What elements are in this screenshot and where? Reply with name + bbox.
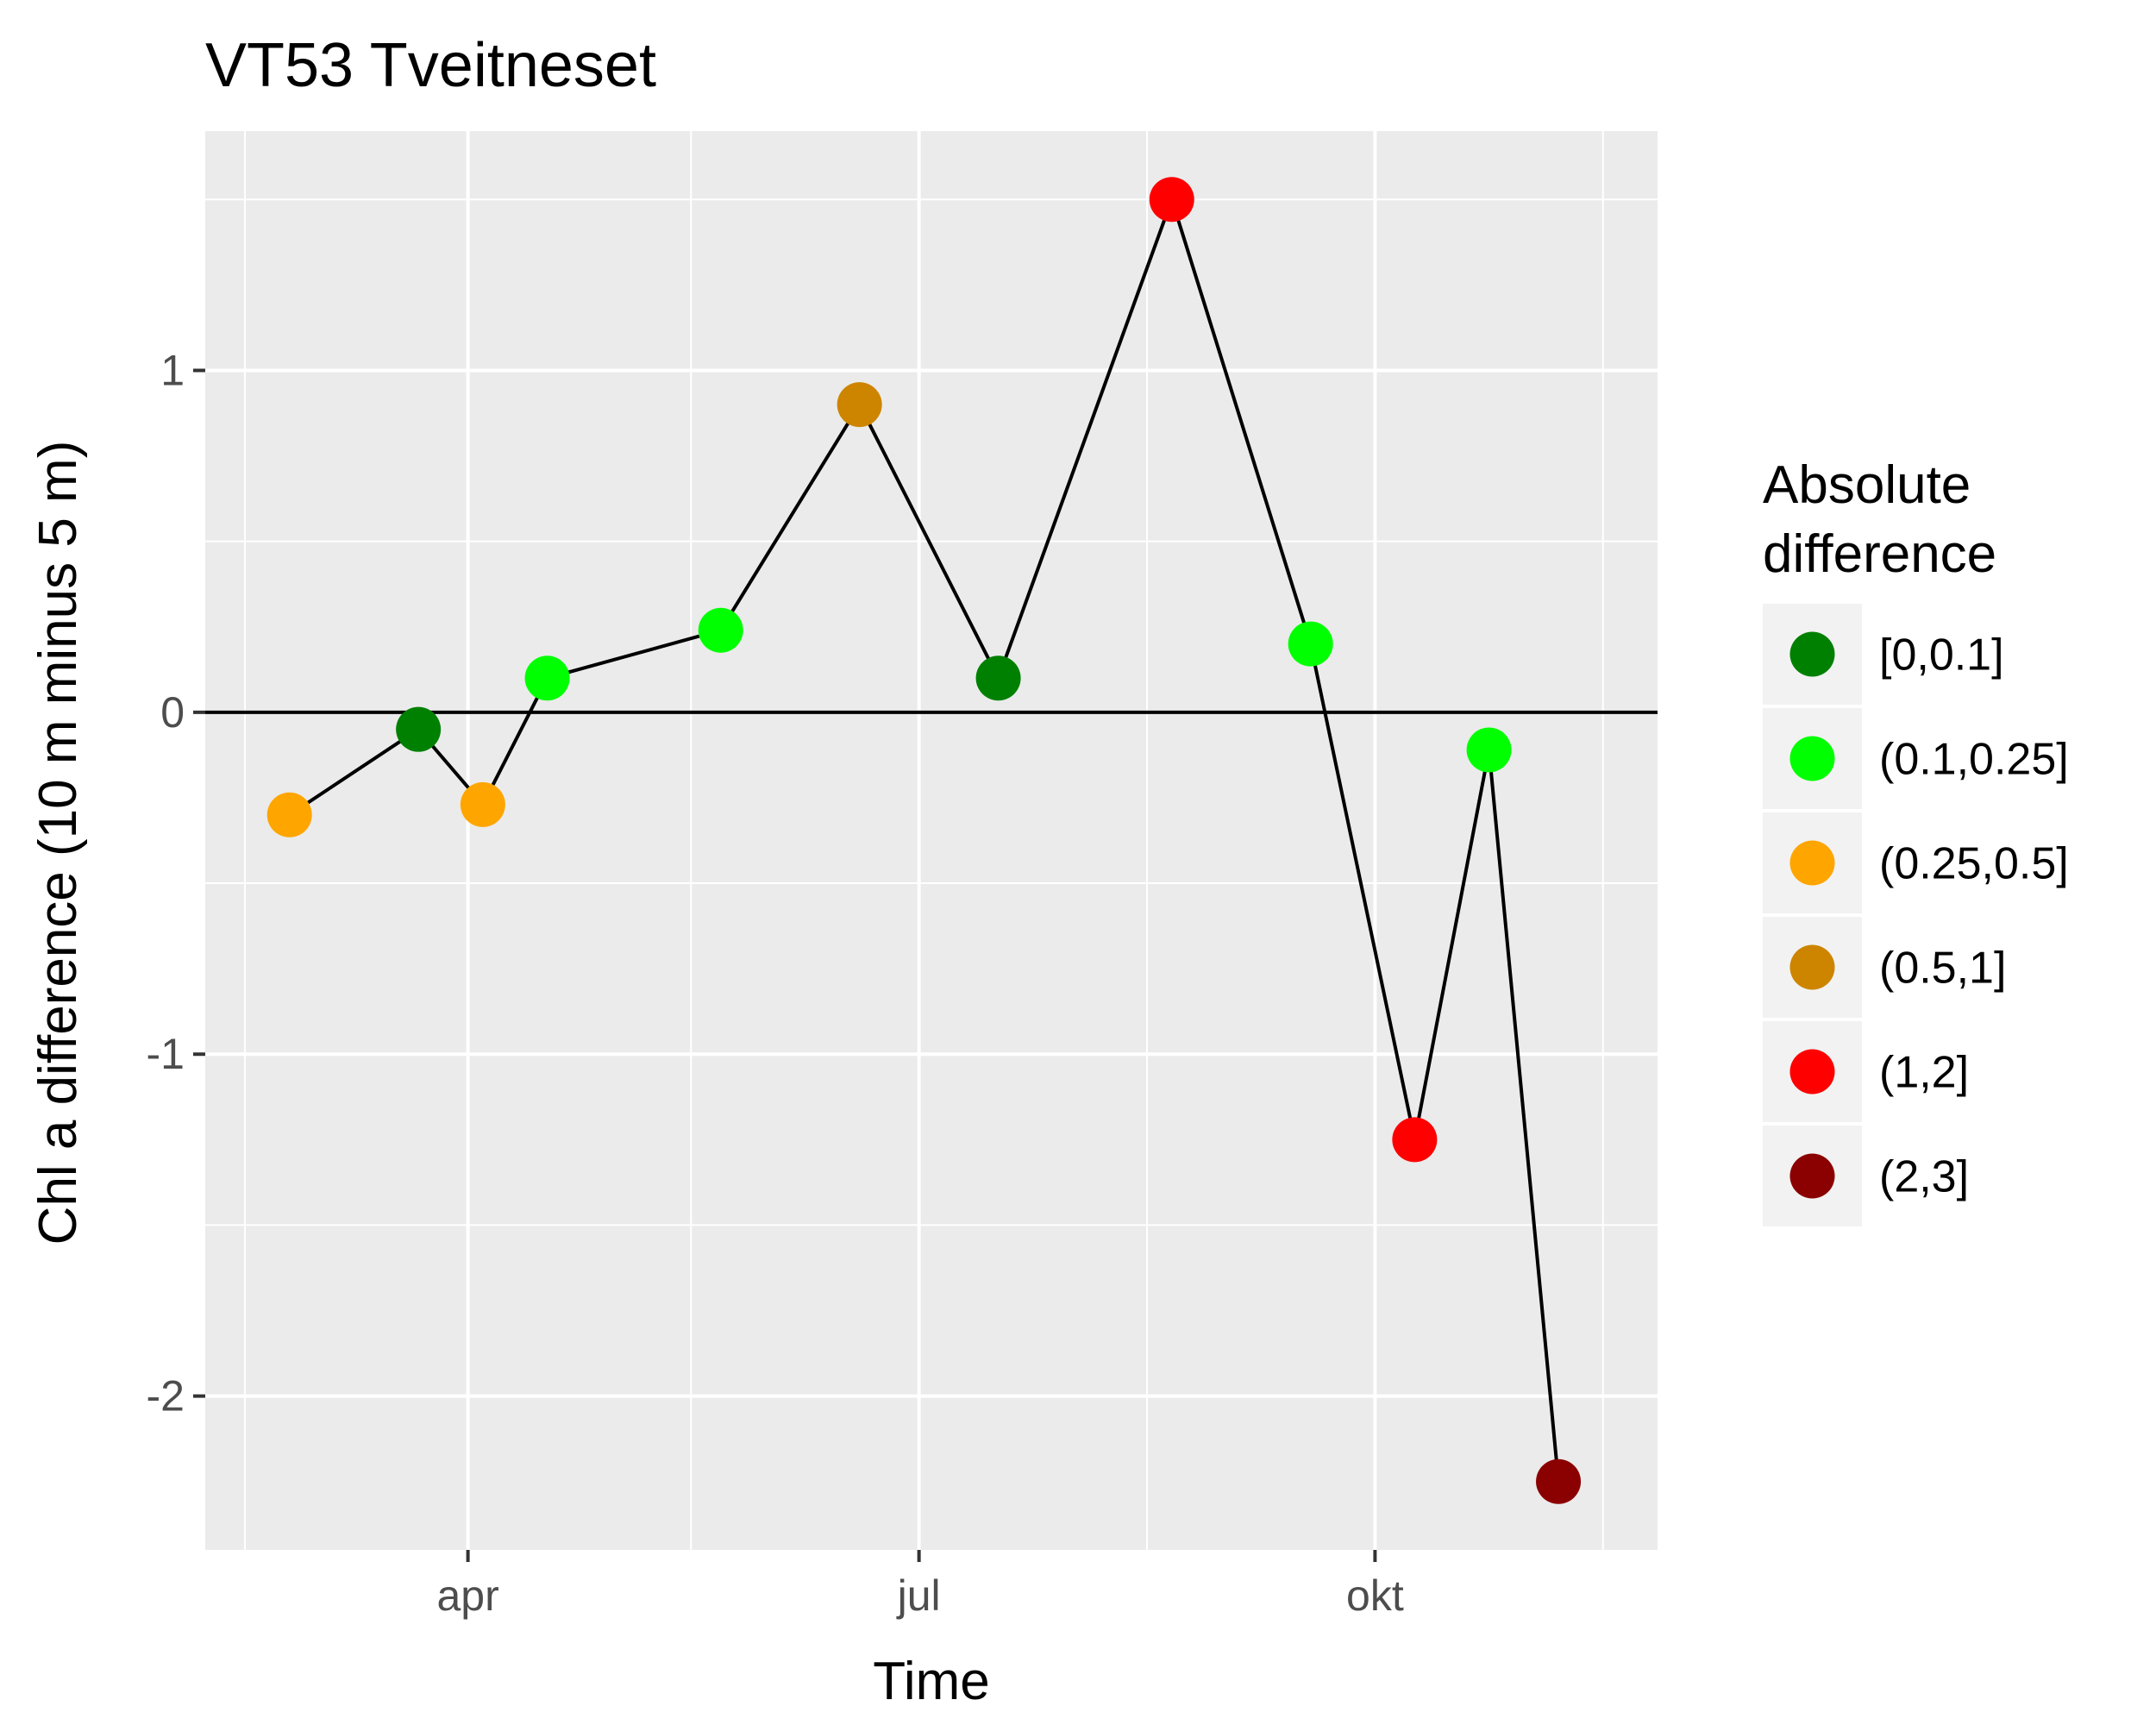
y-tick-label: -1 bbox=[147, 1030, 185, 1078]
x-axis-ticks: apr jul okt bbox=[436, 1550, 1404, 1620]
data-point bbox=[1536, 1458, 1582, 1504]
data-point bbox=[975, 656, 1021, 701]
chart-title: VT53 Tveitneset bbox=[205, 31, 656, 100]
x-tick-label: apr bbox=[436, 1571, 498, 1620]
legend-item-label: [0,0.1] bbox=[1879, 630, 2004, 681]
plot-panel bbox=[205, 131, 1658, 1550]
legend-key-swatch bbox=[1789, 1153, 1835, 1199]
data-point bbox=[1466, 727, 1512, 773]
data-point bbox=[1288, 621, 1333, 667]
data-points bbox=[266, 177, 1582, 1504]
legend-title-line-2: difference bbox=[1763, 524, 1996, 584]
data-point bbox=[837, 382, 882, 428]
legend-key-swatch bbox=[1789, 1049, 1835, 1095]
data-point bbox=[266, 792, 312, 837]
legend-key-swatch bbox=[1789, 631, 1835, 677]
legend: Absolute difference [0,0.1] (0.1,0.25] (0.… bbox=[1763, 455, 2069, 1226]
legend-item-label: (0.5,1] bbox=[1879, 944, 2006, 994]
legend-item-label: (0.25,0.5] bbox=[1879, 839, 2069, 889]
y-axis-ticks: -2 -1 0 1 bbox=[147, 346, 205, 1421]
legend-key-swatch bbox=[1789, 736, 1835, 781]
data-point bbox=[1149, 177, 1194, 223]
x-tick-label: okt bbox=[1346, 1571, 1404, 1620]
legend-item-label: (1,2] bbox=[1879, 1048, 1969, 1098]
legend-title-line-1: Absolute bbox=[1763, 455, 1971, 515]
legend-items: [0,0.1] (0.1,0.25] (0.25,0.5] (0.5,1] (1,2] (… bbox=[1763, 604, 2069, 1226]
minor-gridlines bbox=[205, 131, 1658, 1550]
data-point bbox=[524, 656, 570, 701]
data-point bbox=[460, 781, 505, 827]
x-axis-title: Time bbox=[873, 1652, 989, 1711]
y-axis-title: Chl a difference (10 m minus 5 m) bbox=[28, 441, 88, 1245]
x-tick-label: jul bbox=[896, 1571, 941, 1620]
legend-key-swatch bbox=[1789, 840, 1835, 886]
data-point bbox=[698, 607, 743, 653]
y-tick-label: 0 bbox=[160, 688, 185, 737]
y-tick-label: -2 bbox=[147, 1372, 185, 1421]
y-tick-label: 1 bbox=[160, 346, 185, 394]
data-point bbox=[396, 706, 442, 752]
legend-key-swatch bbox=[1789, 944, 1835, 990]
legend-item-label: (0.1,0.25] bbox=[1879, 735, 2069, 785]
data-point bbox=[1392, 1117, 1438, 1163]
legend-item-label: (2,3] bbox=[1879, 1152, 1969, 1202]
